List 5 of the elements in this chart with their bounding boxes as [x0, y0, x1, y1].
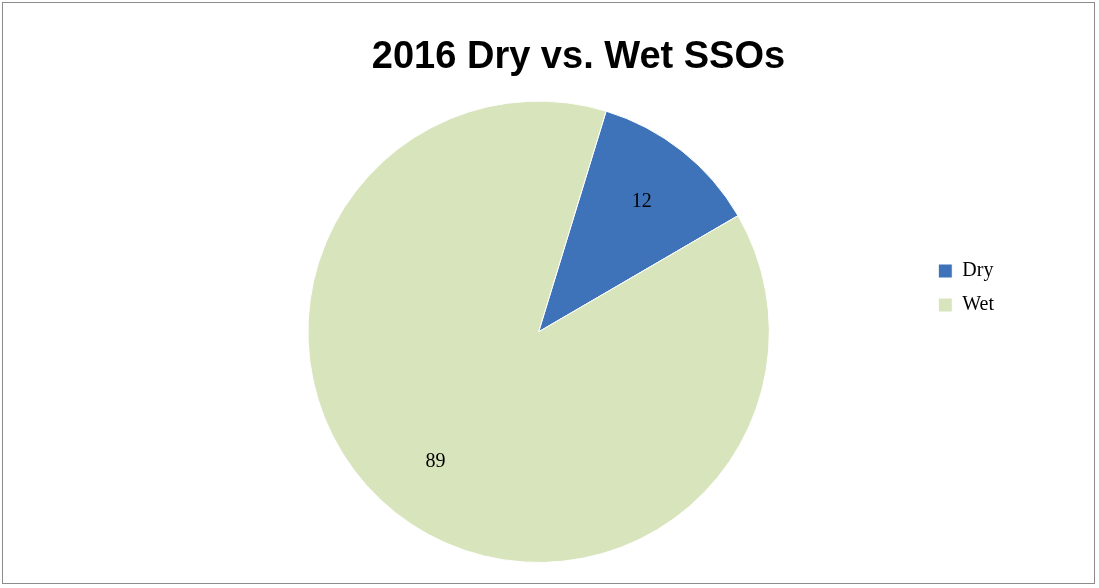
- data-label: 12: [631, 188, 652, 211]
- data-label: 89: [425, 449, 446, 472]
- chart-title: 2016 Dry vs. Wet SSOs: [371, 34, 786, 77]
- legend-label: Dry: [962, 258, 994, 282]
- legend-label: Wet: [962, 292, 995, 315]
